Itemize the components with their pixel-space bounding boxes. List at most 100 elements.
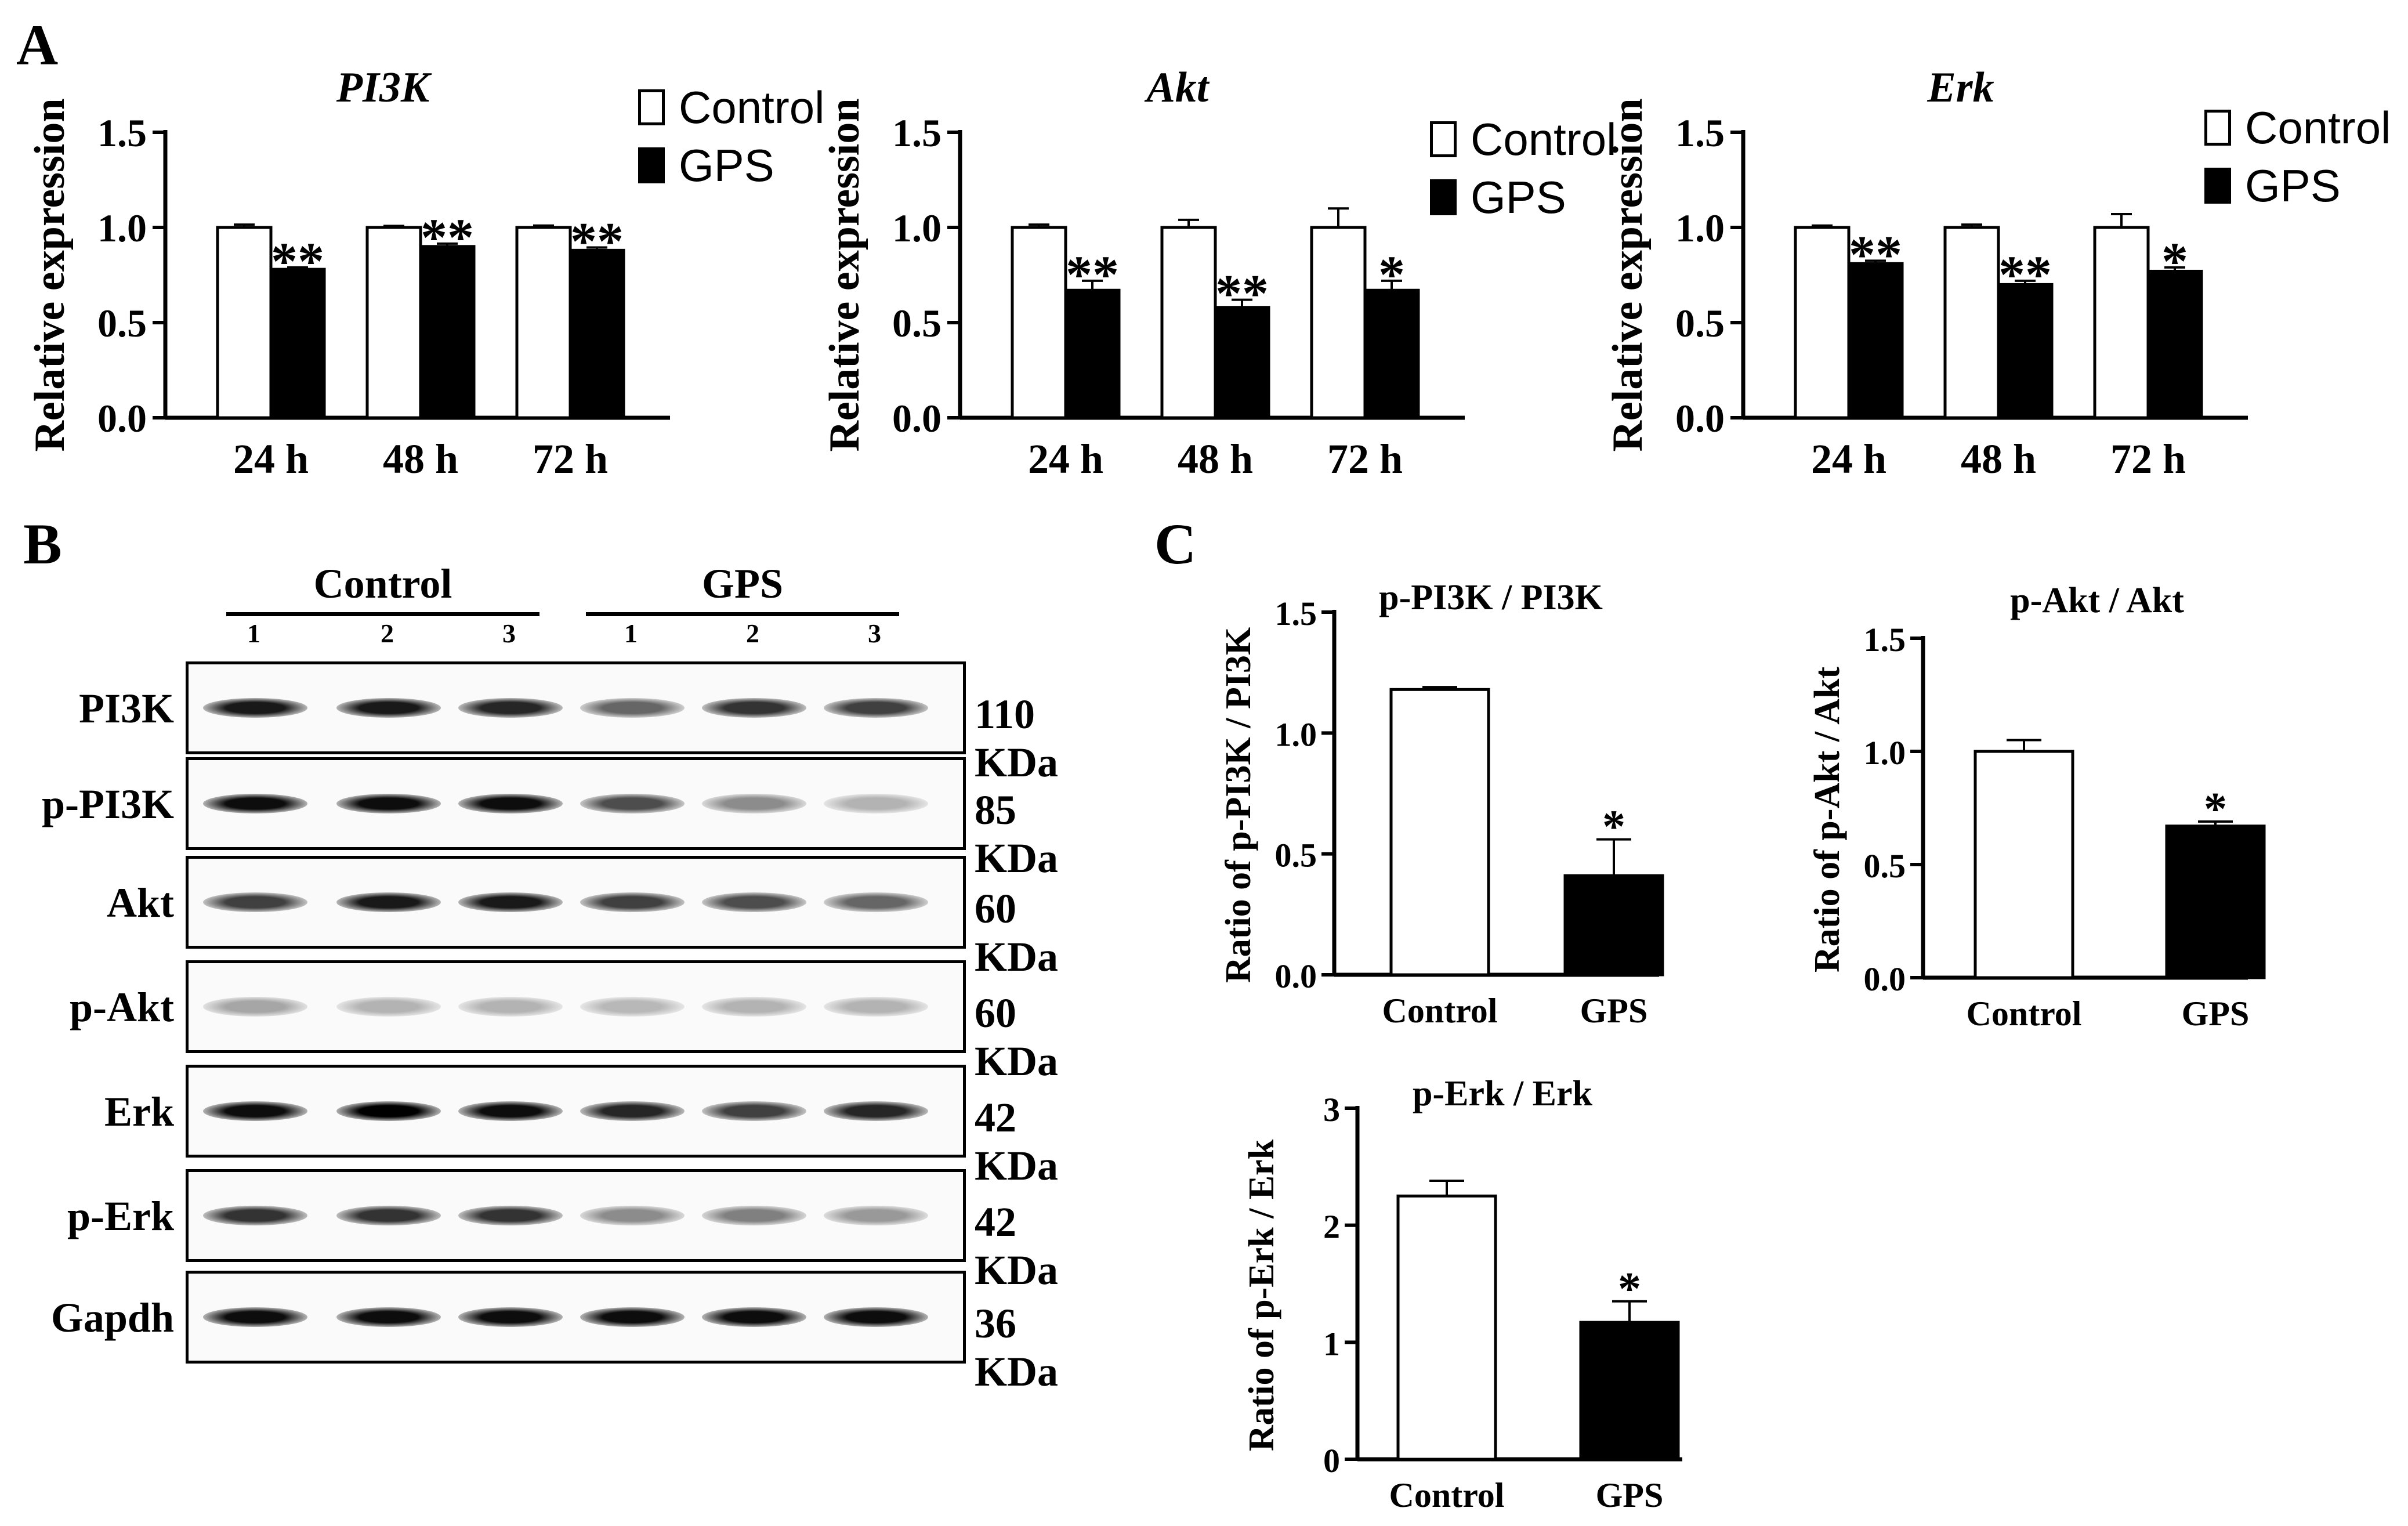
bar-control	[2093, 226, 2150, 420]
significance-marker: **	[271, 232, 324, 291]
y-tick-label: 1.0	[892, 206, 942, 250]
significance-marker: *	[2161, 232, 2188, 291]
blot-band	[702, 794, 806, 813]
blot-band	[458, 997, 563, 1017]
significance-marker: **	[570, 211, 624, 270]
y-tick-label: 1.5	[1275, 595, 1317, 632]
y-tick-label: 1.5	[1675, 111, 1725, 155]
blot-band	[458, 892, 563, 912]
x-tick-label: 24 h	[233, 436, 309, 482]
blot-band	[336, 698, 441, 718]
panel-letter-b: B	[23, 512, 62, 576]
chart-p-erk-ratio: 0 1 2 3 Ratio of p-Erk / Erk p-Erk / Erk Contr…	[1242, 1074, 1682, 1514]
y-tick-label: 3	[1323, 1091, 1340, 1129]
blot-kda: 60 KDa	[975, 990, 1058, 1084]
y-axis-label: Ratio of p-Akt / Akt	[1808, 667, 1847, 972]
chart-title: Akt	[1145, 64, 1210, 111]
blot-band	[336, 1206, 441, 1225]
bar-control	[1310, 226, 1367, 420]
blot-band	[580, 1101, 685, 1121]
y-axis-label: Ratio of p-PI3K / PI3K	[1219, 627, 1258, 983]
legend-gps-label: GPS	[679, 139, 774, 191]
y-tick-label: 1.5	[892, 111, 942, 155]
x-tick-label: 72 h	[533, 436, 608, 482]
y-tick-label: 0.0	[97, 396, 147, 440]
blot-band	[702, 1206, 806, 1225]
bar-control	[1389, 688, 1490, 977]
significance-marker: *	[1378, 245, 1405, 304]
blot-band	[203, 698, 307, 718]
x-tick-label: Control	[1967, 995, 2082, 1033]
x-tick-label: Control	[1389, 1476, 1505, 1514]
blot-band	[702, 892, 806, 912]
blot-band	[824, 794, 928, 813]
legend-control-swatch	[1430, 121, 1457, 157]
legend-pi3k: Control GPS	[638, 78, 824, 194]
y-axis-label: Relative expression	[26, 98, 74, 451]
blot-band	[336, 1307, 441, 1327]
y-tick-label: 0.0	[1675, 396, 1725, 440]
blot-band	[580, 1206, 685, 1225]
blot-label: p-Erk	[67, 1193, 174, 1239]
blot-band	[203, 1206, 307, 1225]
significance-marker: *	[1602, 802, 1625, 853]
y-tick-label: 0.0	[1275, 957, 1317, 995]
x-tick-label: GPS	[2182, 995, 2250, 1033]
chart-title: p-PI3K / PI3K	[1379, 578, 1603, 617]
lane-number: 2	[381, 619, 394, 648]
y-tick-label: 1.0	[1675, 206, 1725, 250]
blot-band	[702, 997, 806, 1017]
significance-marker: **	[421, 208, 474, 267]
bar-gps	[568, 248, 625, 420]
blot-label: p-PI3K	[41, 781, 174, 827]
bar-gps	[1847, 262, 1904, 420]
blot-band	[458, 698, 563, 718]
bar-gps	[1997, 283, 2054, 420]
blot-label: Erk	[104, 1089, 174, 1135]
bar-gps	[1563, 874, 1664, 977]
significance-marker: **	[1066, 245, 1119, 304]
y-axis-label: Ratio of p-Erk / Erk	[1242, 1139, 1281, 1451]
x-tick-label: GPS	[1580, 992, 1648, 1030]
blot-band	[824, 1206, 928, 1225]
bar-gps	[1064, 288, 1121, 420]
y-axis-label: Relative expression	[821, 98, 868, 451]
blot-band	[203, 892, 307, 912]
blot-band	[458, 1101, 563, 1121]
bar-control	[216, 226, 273, 420]
panel-letter-a: A	[16, 13, 59, 77]
bar-gps	[2165, 825, 2266, 979]
blot-band	[336, 997, 441, 1017]
blot-band	[702, 698, 806, 718]
chart-title: p-Akt / Akt	[2010, 581, 2184, 620]
legend-erk: Control GPS	[2204, 99, 2391, 215]
y-tick-label: 0.0	[892, 396, 942, 440]
blot-band	[203, 794, 307, 813]
blot-label: p-Akt	[69, 984, 174, 1030]
legend-control-label: Control	[1471, 113, 1617, 165]
chart-akt: 0.0 0.5 1.0 1.5 Relative expression Akt ** 24 h…	[821, 64, 1465, 482]
blot-band	[580, 698, 685, 718]
significance-marker: **	[1998, 245, 2052, 304]
blot-band	[824, 698, 928, 718]
blot-kda: 36 KDa	[975, 1300, 1058, 1395]
blot-label: PI3K	[78, 685, 174, 732]
y-tick-label: 2	[1323, 1208, 1340, 1246]
blot-band	[336, 794, 441, 813]
y-tick-label: 1.0	[1275, 715, 1317, 753]
legend-gps-swatch	[1430, 179, 1457, 215]
bar-control	[365, 226, 422, 420]
bar-control	[1011, 226, 1067, 420]
blot-kda: 42 KDa	[975, 1199, 1058, 1293]
blot-band	[580, 1307, 685, 1327]
chart-title: p-Erk / Erk	[1413, 1074, 1593, 1113]
bar-gps	[2146, 269, 2203, 420]
x-tick-label: 72 h	[2110, 436, 2186, 482]
x-tick-label: GPS	[1596, 1476, 1664, 1514]
legend-akt: Control GPS	[1430, 110, 1616, 226]
significance-marker: **	[1849, 225, 1902, 284]
y-tick-label: 1.0	[1864, 734, 1906, 772]
legend-control-swatch	[638, 89, 665, 125]
bar-gps	[419, 245, 476, 420]
lane-number: 3	[502, 619, 516, 648]
